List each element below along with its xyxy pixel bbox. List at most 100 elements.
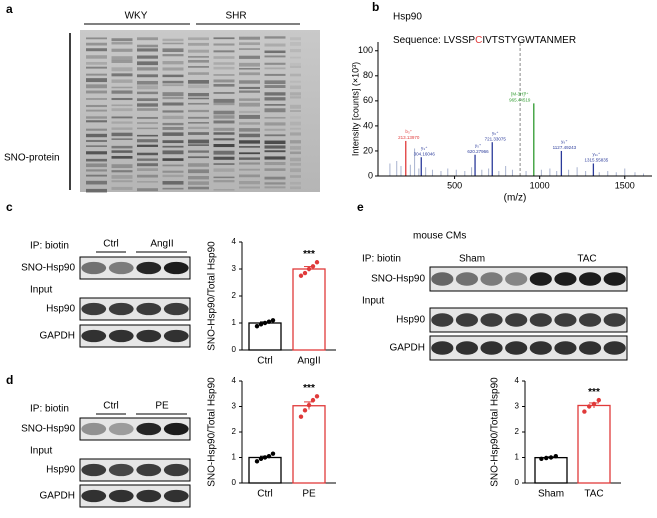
- blot-band: [163, 329, 189, 343]
- panel-letter: b: [372, 0, 379, 14]
- gel-band: [188, 37, 209, 41]
- peak-mz-label: 965.44519: [509, 98, 531, 103]
- blot-strip: [79, 256, 191, 280]
- gel-band: [239, 140, 260, 144]
- gel-band: [111, 56, 133, 61]
- gel-band: [239, 186, 260, 189]
- y-tick-label: 4: [232, 237, 237, 246]
- group-label: PE: [155, 401, 169, 412]
- gel-band: [162, 96, 184, 100]
- bar: [292, 405, 326, 484]
- gel-band: [188, 122, 209, 124]
- gel-background: [80, 30, 320, 192]
- gel-band: [137, 44, 158, 48]
- gel-band: [137, 37, 158, 41]
- blot-band: [163, 463, 189, 477]
- data-point: [270, 318, 276, 323]
- gel-band: [137, 158, 158, 161]
- blot-strip: [79, 324, 191, 348]
- y-axis-label: SNO-Hsp90/Total Hsp90: [490, 377, 501, 487]
- blot-band: [136, 463, 162, 477]
- blot-band: [554, 341, 577, 355]
- blot-band: [554, 313, 577, 327]
- gel-band: [239, 86, 260, 89]
- gel-band: [239, 122, 260, 125]
- y-tick-label: 1: [232, 453, 237, 462]
- row-label: SNO-Hsp90: [21, 424, 75, 435]
- gel-band: [290, 157, 301, 162]
- gel-band: [188, 139, 209, 144]
- gel-band: [137, 108, 158, 111]
- blot-band: [578, 313, 602, 327]
- gel-band: [137, 80, 158, 85]
- gel-band: [137, 85, 158, 90]
- y-tick-label: 2: [515, 427, 520, 436]
- gel-band: [162, 110, 184, 113]
- gel-band: [137, 163, 158, 167]
- gel-band: [290, 37, 301, 41]
- blot-band: [431, 341, 454, 355]
- group-label: TAC: [577, 254, 596, 265]
- gel-band: [86, 158, 107, 162]
- gel-band: [290, 146, 301, 150]
- gel-band: [239, 62, 260, 67]
- gel-band: [264, 104, 286, 106]
- gel-band: [290, 80, 301, 83]
- gel-band: [264, 92, 286, 96]
- gel-band: [264, 176, 286, 180]
- peak-label: b₃⁺: [405, 129, 412, 134]
- data-point: [306, 403, 312, 408]
- gel-band: [213, 62, 235, 65]
- gel-band: [213, 163, 235, 165]
- gel-band: [111, 60, 133, 63]
- x-tick-label: Sham: [538, 489, 564, 500]
- gel-band: [213, 84, 235, 87]
- gel-band: [111, 108, 133, 112]
- gel-band: [290, 127, 301, 130]
- gel-band: [213, 79, 235, 83]
- protein-name: Hsp90: [393, 12, 422, 23]
- gel-band: [290, 151, 301, 155]
- gel-band: [111, 175, 133, 179]
- peak-label: y₆⁺: [492, 130, 499, 135]
- peak-mz-label: 304.16046: [414, 151, 436, 156]
- gel-band: [239, 98, 260, 101]
- data-point: [548, 455, 554, 460]
- gel-band: [213, 110, 235, 115]
- bar: [534, 456, 568, 484]
- blot-band: [163, 302, 189, 316]
- gel-band: [86, 188, 107, 193]
- blot-band: [81, 422, 107, 436]
- y-tick-label: 20: [363, 145, 373, 155]
- gel-band: [137, 168, 158, 171]
- gel-band: [213, 37, 235, 40]
- gel-band: [213, 188, 235, 191]
- significance: ***: [303, 249, 315, 260]
- x-tick-label: AngII: [297, 356, 320, 367]
- y-axis-label: SNO-Hsp90/Total Hsp90: [207, 377, 218, 487]
- blot-band: [505, 272, 528, 286]
- modified-residue: C: [475, 35, 482, 46]
- data-point: [306, 266, 312, 272]
- sequence-suffix: IVTSTYGWTANMER: [482, 35, 576, 46]
- gel-band: [213, 168, 235, 172]
- gel-band: [188, 49, 209, 53]
- data-point: [270, 451, 276, 456]
- blot-band: [108, 261, 134, 275]
- gel-band: [86, 61, 107, 65]
- gel-band: [290, 121, 301, 126]
- gel-band: [162, 181, 184, 185]
- gel-band: [86, 84, 107, 89]
- gel-band: [239, 146, 260, 148]
- row-label: SNO-Hsp90: [371, 274, 425, 285]
- gel-band: [137, 152, 158, 156]
- blot-band: [603, 341, 626, 355]
- gel-band: [239, 157, 260, 160]
- y-tick-label: 3: [515, 402, 520, 411]
- gel-band: [264, 62, 286, 65]
- gel-band: [162, 174, 184, 178]
- gel-band: [188, 176, 209, 180]
- gel-band: [188, 55, 209, 58]
- y-tick-label: 4: [515, 376, 520, 385]
